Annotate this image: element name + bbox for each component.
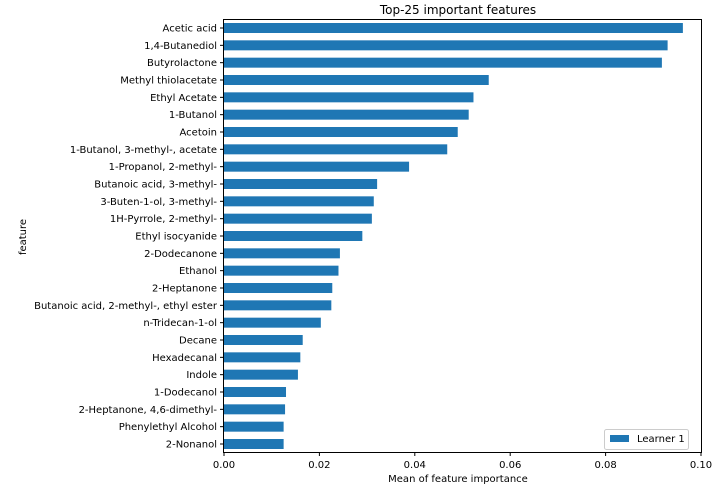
bar [224, 300, 332, 311]
y-tick-label: Butanoic acid, 3-methyl- [94, 180, 217, 191]
y-tick-labels: Acetic acid 1,4-Butanediol Butyrolactone Me… [34, 24, 224, 451]
bar [224, 109, 469, 120]
legend: Learner 1 [604, 429, 689, 450]
y-tick-label: Ethyl Acetate [150, 93, 217, 104]
bar [224, 248, 340, 259]
y-tick-label: Ethyl isocyanide [135, 232, 217, 243]
bar [224, 231, 363, 241]
bar [224, 404, 286, 415]
y-tick-label: 1,4-Butanediol [144, 41, 217, 52]
x-tick-label: 0.04 [404, 460, 426, 471]
y-tick-label: Phenylethyl Alcohol [119, 422, 217, 433]
y-tick-label: 2-Dodecanone [144, 249, 217, 260]
bar [224, 179, 378, 189]
y-tick-label: 1H-Pyrrole, 2-methyl- [110, 214, 217, 225]
bar [224, 196, 374, 207]
y-tick-label: 1-Butanol, 3-methyl-, acetate [70, 145, 217, 156]
x-tick-label: 0.06 [499, 460, 521, 471]
bar [224, 369, 298, 380]
x-axis-title: Mean of feature importance [388, 474, 528, 485]
x-ticks: 0.00 0.02 0.04 0.06 0.08 0.10 [213, 452, 712, 471]
y-tick-label: Hexadecanal [152, 353, 217, 364]
bar [224, 40, 668, 51]
y-axis-title: feature [18, 219, 29, 255]
legend-box [604, 429, 689, 450]
y-tick-label: n-Tridecan-1-ol [143, 318, 217, 329]
legend-label: Learner 1 [637, 434, 685, 445]
y-tick-label: 2-Heptanone [152, 284, 217, 295]
bars-group [224, 23, 683, 449]
bar [224, 283, 333, 293]
bar [224, 23, 683, 33]
bar [224, 387, 287, 397]
bar [224, 352, 301, 363]
bar [224, 421, 284, 432]
y-tick-label: 1-Butanol [169, 110, 217, 121]
y-tick-label: 2-Heptanone, 4,6-dimethyl- [79, 405, 218, 416]
y-tick-label: Ethanol [179, 266, 217, 277]
y-tick-label: Methyl thiolacetate [120, 76, 217, 87]
bar [224, 161, 410, 172]
x-tick-label: 0.10 [690, 460, 712, 471]
bar [224, 92, 474, 103]
x-tick-label: 0.08 [594, 460, 616, 471]
x-tick-label: 0.00 [213, 460, 235, 471]
chart-title: Top-25 important features [379, 3, 536, 17]
y-tick-label: Decane [179, 336, 217, 347]
bar [224, 265, 339, 276]
y-tick-label: Acetoin [180, 128, 217, 139]
plot-frame [223, 19, 702, 453]
bar [224, 57, 662, 68]
bar [224, 127, 458, 137]
bar [224, 439, 284, 449]
y-tick-label: Butanoic acid, 2-methyl-, ethyl ester [34, 301, 218, 312]
y-tick-label: 1-Dodecanol [154, 388, 217, 399]
bar [224, 213, 372, 224]
y-tick-label: 2-Nonanol [166, 440, 217, 451]
bar [224, 317, 321, 328]
bar [224, 144, 448, 155]
x-tick-label: 0.02 [308, 460, 330, 471]
y-tick-label: 1-Propanol, 2-methyl- [109, 162, 218, 173]
bar [224, 75, 489, 85]
y-tick-label: Indole [186, 370, 217, 381]
bar [224, 335, 303, 345]
legend-swatch [610, 435, 629, 442]
y-tick-label: 3-Buten-1-ol, 3-methyl- [100, 197, 217, 208]
y-tick-label: Butyrolactone [147, 58, 217, 69]
y-tick-label: Acetic acid [163, 24, 217, 35]
